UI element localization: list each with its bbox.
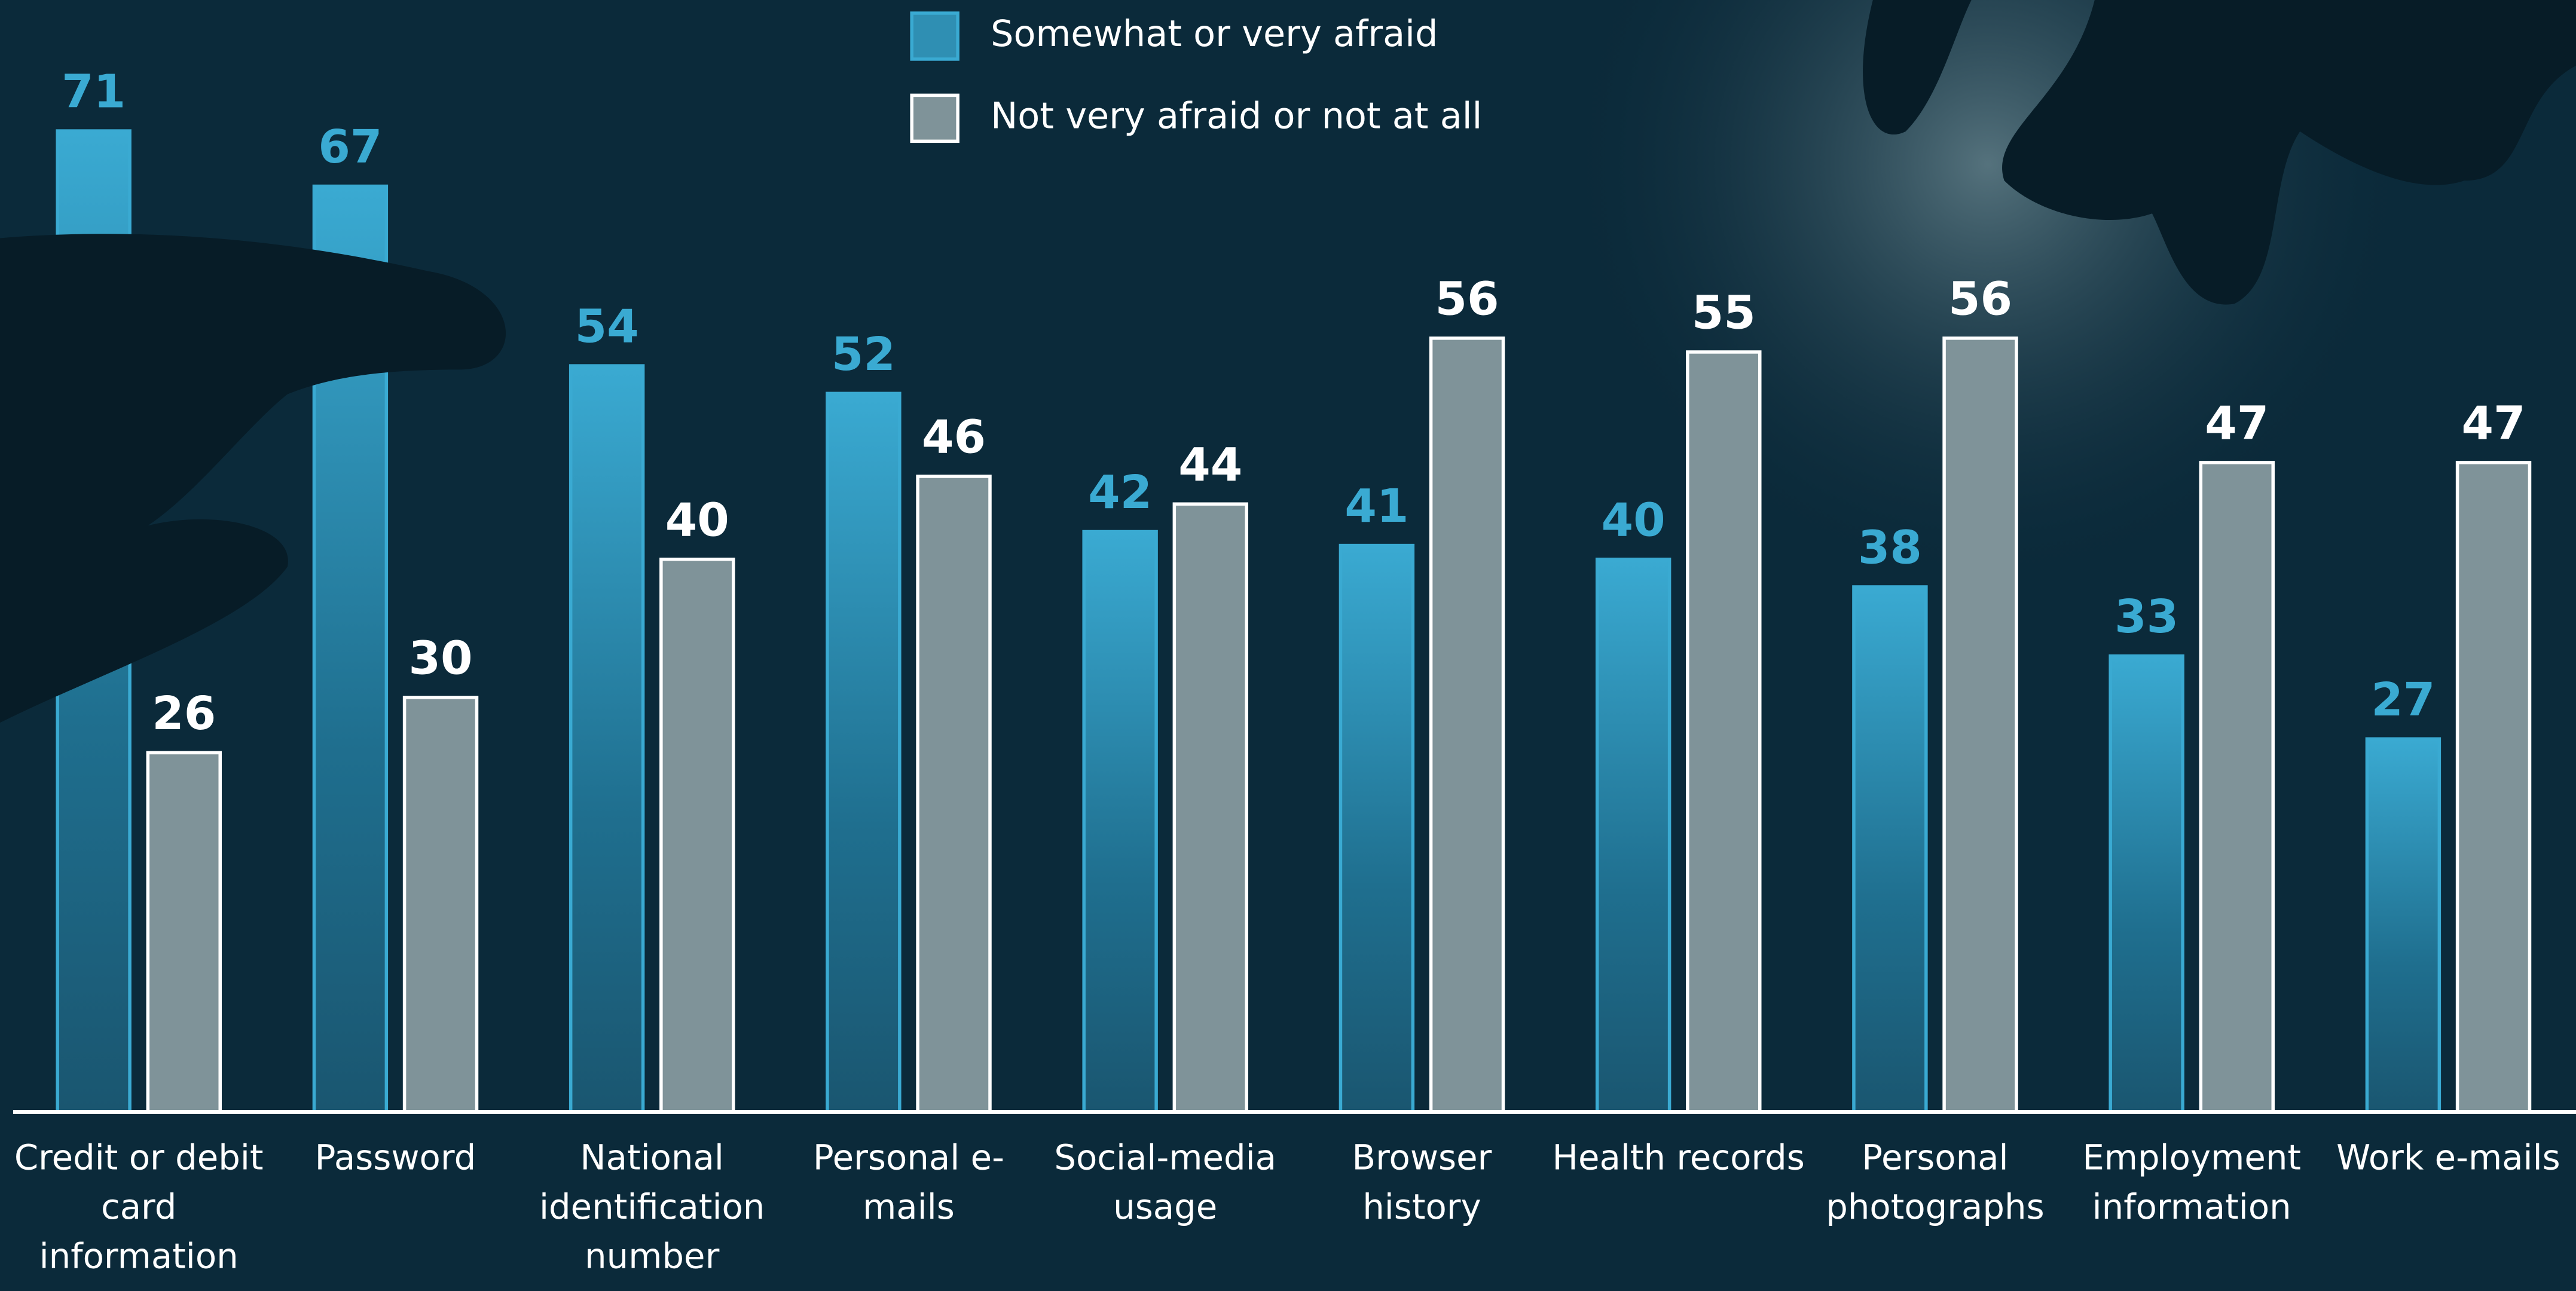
bar <box>1595 557 1672 1114</box>
value-label: 41 <box>1344 480 1408 533</box>
value-label: 30 <box>408 632 472 685</box>
bar <box>916 475 992 1114</box>
bar <box>1942 336 2018 1114</box>
legend-swatch <box>910 93 959 143</box>
bar <box>1429 336 1505 1114</box>
value-label: 56 <box>1435 273 1499 326</box>
value-label: 33 <box>2114 591 2178 644</box>
x-tick-label: Browser history <box>1352 1138 1492 1227</box>
x-label-box: Password <box>314 1138 476 1178</box>
value-label: 26 <box>152 687 216 741</box>
bar <box>569 364 645 1114</box>
value-label: 38 <box>1858 521 1922 574</box>
x-tick-label: Social-media usage <box>1054 1138 1277 1227</box>
x-label-box: Credit or debit card information <box>14 1138 264 1277</box>
x-tick-label: Personal photographs <box>1826 1138 2045 1227</box>
x-label-box: Personal photographs <box>1826 1138 2045 1227</box>
x-tick-label: Employment information <box>2082 1138 2302 1227</box>
bar <box>2199 461 2275 1114</box>
bar <box>659 557 735 1114</box>
legend-label: Not very afraid or not at all <box>991 95 1482 137</box>
bar <box>826 391 902 1114</box>
bar <box>2365 737 2441 1114</box>
bar <box>2455 461 2532 1114</box>
legend-swatch <box>910 11 959 61</box>
bar <box>1686 350 1762 1114</box>
value-label: 56 <box>1948 273 2012 326</box>
x-label-box: National identification number <box>539 1138 765 1277</box>
x-tick-label: Password <box>314 1138 476 1178</box>
x-label-box: Social-media usage <box>1054 1138 1277 1227</box>
value-label: 40 <box>1602 494 1666 547</box>
x-label-box: Browser history <box>1352 1138 1492 1227</box>
hand-right <box>1863 0 2576 305</box>
bar <box>1852 585 1928 1114</box>
bar <box>2109 654 2184 1114</box>
value-label: 52 <box>832 328 896 381</box>
value-label: 44 <box>1178 439 1242 492</box>
bar <box>146 751 222 1114</box>
bar <box>1172 502 1248 1114</box>
value-label: 47 <box>2462 397 2526 450</box>
x-label-box: Health records <box>1552 1138 1805 1178</box>
x-label-box: Personal e-mails <box>812 1138 1004 1227</box>
x-label-box: Work e-mails <box>2336 1138 2560 1178</box>
bar <box>1339 543 1415 1114</box>
legend-label: Somewhat or very afraid <box>991 13 1438 55</box>
x-tick-label: Health records <box>1552 1138 1805 1178</box>
x-tick-label: Work e-mails <box>2336 1138 2560 1178</box>
x-label-box: Employment information <box>2082 1138 2302 1227</box>
value-label: 47 <box>2205 397 2269 450</box>
value-label: 27 <box>2371 674 2435 727</box>
value-label: 54 <box>575 301 639 354</box>
x-tick-label: Credit or debit card information <box>14 1138 264 1277</box>
value-label: 55 <box>1692 286 1756 339</box>
value-label: 42 <box>1088 466 1152 519</box>
x-tick-label: National identification number <box>539 1138 765 1277</box>
value-label: 71 <box>62 66 126 119</box>
value-label: 40 <box>665 494 729 547</box>
bar <box>402 696 479 1114</box>
x-tick-label: Personal e-mails <box>812 1138 1004 1227</box>
legend: Somewhat or very afraid Not very afraid o… <box>910 11 1482 143</box>
hand-left <box>0 234 506 723</box>
value-label: 46 <box>922 411 986 464</box>
bar <box>1082 530 1158 1114</box>
value-label: 67 <box>318 121 382 174</box>
